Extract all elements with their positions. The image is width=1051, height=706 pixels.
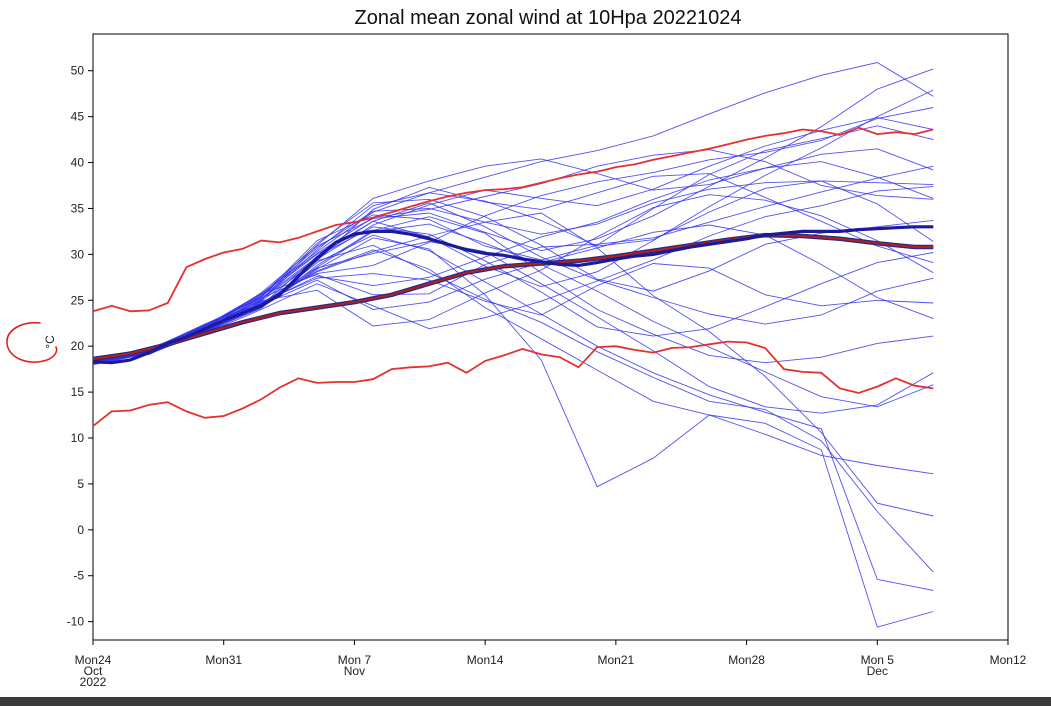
x-tick-label: Mon12 xyxy=(990,653,1027,667)
y-axis-label: °C xyxy=(43,335,57,349)
ensemble-member-line xyxy=(92,185,934,364)
climate-mean-line xyxy=(92,234,934,360)
y-tick-label: 5 xyxy=(77,477,84,491)
ensemble-member-line xyxy=(92,173,934,365)
y-tick-label: 0 xyxy=(77,523,84,537)
x-tick-label: Mon24 xyxy=(75,653,112,667)
y-tick-label: 25 xyxy=(71,293,85,307)
y-axis: -10 -5 0 5 10 15 20 25 30 35 40 45 50 xyxy=(67,64,93,629)
y-tick-label: -10 xyxy=(67,615,85,629)
x-tick-label: Mon 5 xyxy=(861,653,895,667)
y-tick-label: 35 xyxy=(71,201,85,215)
plot-frame xyxy=(92,33,1009,641)
ensemble-member-line xyxy=(92,202,934,363)
series-layer xyxy=(92,62,934,628)
x-tick-label: Dec xyxy=(867,664,888,678)
x-tick-label: 2022 xyxy=(80,675,107,689)
bottom-bar xyxy=(0,697,1051,706)
ensemble-mean-line xyxy=(92,225,934,365)
x-tick-label: Mon31 xyxy=(205,653,242,667)
x-tick-label: Mon21 xyxy=(598,653,635,667)
chart-title: Zonal mean zonal wind at 10Hpa 20221024 xyxy=(355,7,742,29)
ensemble-member-line xyxy=(92,224,934,362)
y-tick-label: 10 xyxy=(71,431,85,445)
ensemble-member-line xyxy=(92,234,934,591)
ensemble-member-line xyxy=(92,89,934,362)
x-tick-label: Mon28 xyxy=(728,653,765,667)
x-tick-label: Mon 7 xyxy=(338,653,372,667)
y-tick-label: 45 xyxy=(71,110,85,124)
ensemble-member-line xyxy=(92,263,934,365)
ensemble-member-line xyxy=(92,237,934,488)
y-tick-label: 30 xyxy=(71,247,85,261)
y-tick-label: 20 xyxy=(71,339,85,353)
ensemble-member-line xyxy=(92,194,934,365)
ensemble-member-line xyxy=(92,249,934,628)
y-tick-label: 40 xyxy=(71,156,85,170)
y-tick-label: 15 xyxy=(71,385,85,399)
climate-upper-line xyxy=(92,126,934,313)
y-tick-label: -5 xyxy=(73,569,84,583)
x-tick-label: Mon14 xyxy=(467,653,504,667)
climate-lower-line xyxy=(92,340,934,427)
ensemble-member-line xyxy=(92,223,934,408)
y-tick-label: 50 xyxy=(71,64,85,78)
x-tick-label: Oct xyxy=(84,664,103,678)
x-tick-label: Nov xyxy=(344,664,365,678)
hand-drawn-circle-annotation xyxy=(6,321,58,363)
ensemble-member-line xyxy=(92,244,934,573)
